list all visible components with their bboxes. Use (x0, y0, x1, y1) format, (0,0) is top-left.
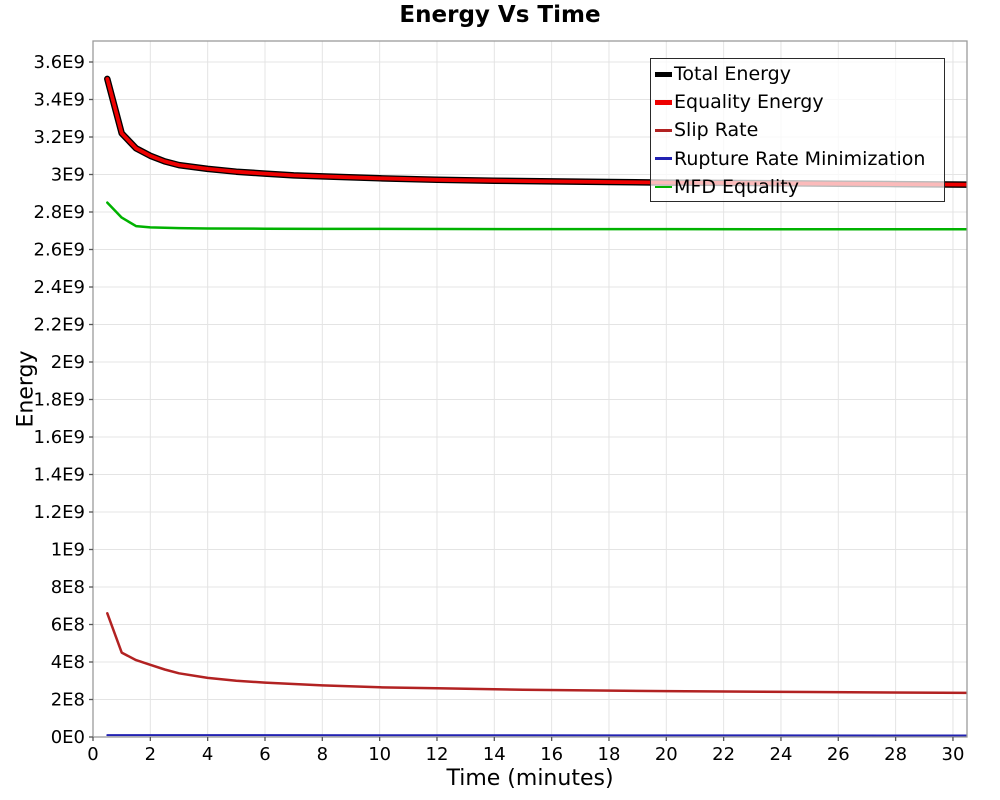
axis-ticks: 0 2 4 6 8 10 12 14 16 18 20 22 24 26 28 300E02E84E86E88… (34, 52, 965, 765)
x-tick-label: 24 (770, 744, 793, 765)
x-axis-title: Time (minutes) (446, 766, 614, 791)
x-tick-label: 28 (884, 744, 907, 765)
y-tick-label: 3E9 (51, 165, 85, 186)
y-tick-label: 2E9 (51, 352, 85, 373)
y-tick-label: 1.4E9 (34, 465, 85, 486)
legend-label: Equality Energy (674, 91, 824, 114)
chart-title: Energy Vs Time (399, 2, 601, 28)
legend-label: Rupture Rate Minimization (674, 147, 926, 170)
legend-line-sample (655, 129, 672, 132)
x-tick-label: 8 (317, 744, 328, 765)
y-tick-label: 0E0 (51, 727, 85, 748)
legend-entry: Total Energy (655, 60, 944, 88)
legend-line-sample (655, 71, 672, 77)
x-tick-label: 20 (655, 744, 678, 765)
legend: Total Energy Equality Energy Slip Rate Rupt… (650, 58, 945, 202)
legend-entry: Equality Energy (655, 88, 944, 116)
x-tick-label: 6 (259, 744, 270, 765)
x-tick-label: 2 (145, 744, 156, 765)
legend-label: Total Energy (674, 63, 791, 86)
x-tick-label: 18 (598, 744, 621, 765)
y-tick-label: 2.4E9 (34, 277, 85, 298)
legend-entry: Rupture Rate Minimization (655, 145, 944, 173)
y-tick-label: 8E8 (51, 577, 85, 598)
x-tick-label: 30 (942, 744, 965, 765)
x-tick-label: 4 (202, 744, 213, 765)
series-mfd-equality (106, 201, 967, 231)
x-tick-label: 10 (368, 744, 391, 765)
y-tick-label: 2.2E9 (34, 315, 85, 336)
x-tick-label: 26 (827, 744, 850, 765)
y-tick-label: 1.6E9 (34, 427, 85, 448)
legend-label: Slip Rate (674, 119, 759, 142)
x-tick-label: 16 (540, 744, 563, 765)
x-tick-label: 0 (87, 744, 98, 765)
y-tick-label: 1.2E9 (34, 502, 85, 523)
y-tick-label: 1.8E9 (34, 390, 85, 411)
x-tick-label: 12 (426, 744, 449, 765)
y-tick-label: 3.4E9 (34, 90, 85, 111)
y-tick-label: 4E8 (51, 652, 85, 673)
y-tick-label: 2.8E9 (34, 202, 85, 223)
y-tick-label: 2E8 (51, 690, 85, 711)
legend-line-sample (655, 99, 672, 105)
series-slip-rate (106, 612, 967, 695)
legend-line-sample (655, 185, 672, 189)
legend-entry: Slip Rate (655, 116, 944, 144)
plot-border (92, 40, 968, 738)
y-tick-label: 2.6E9 (34, 240, 85, 261)
y-tick-label: 3.6E9 (34, 52, 85, 73)
y-tick-label: 6E8 (51, 615, 85, 636)
x-tick-label: 22 (712, 744, 735, 765)
legend-label: MFD Equality (674, 175, 799, 198)
y-tick-label: 1E9 (51, 540, 85, 561)
legend-entry: MFD Equality (655, 173, 944, 201)
y-tick-label: 3.2E9 (34, 127, 85, 148)
x-tick-label: 14 (483, 744, 506, 765)
legend-line-sample (655, 157, 672, 160)
